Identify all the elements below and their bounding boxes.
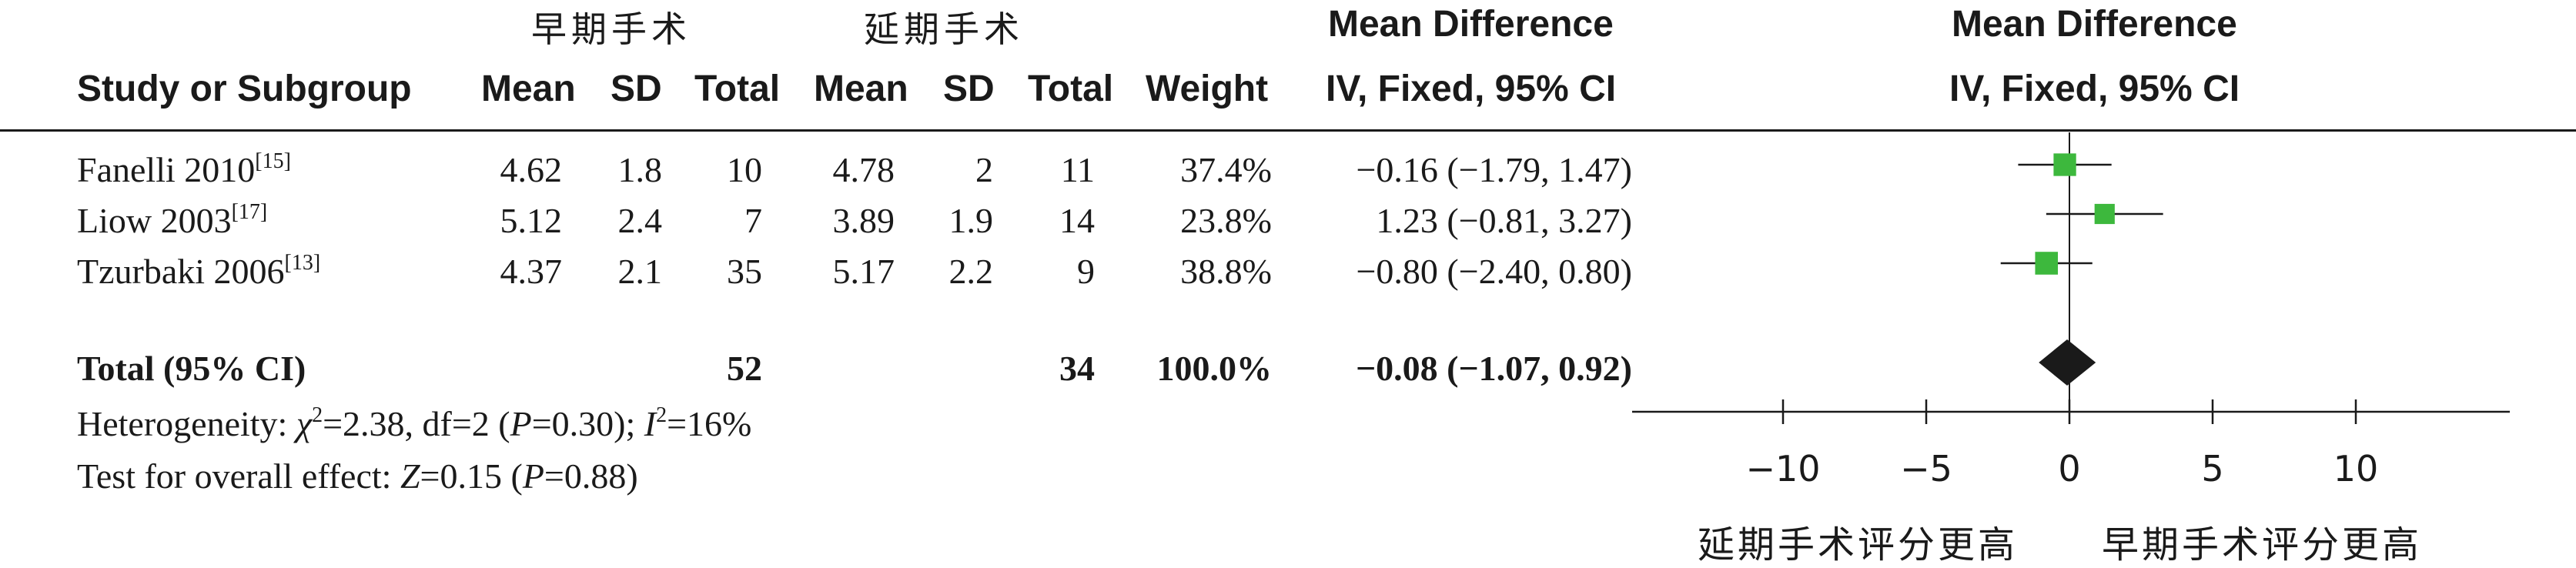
x-axis-tick-label: 0: [2058, 448, 2080, 489]
ci-cell: −0.80 (−2.40, 0.80): [1356, 252, 1632, 291]
favours-right-label: 早期手术评分更高: [2102, 523, 2423, 566]
col-plot-method-header: IV, Fixed, 95% CI: [1949, 68, 2240, 109]
study-name: Fanelli 2010[15]: [77, 149, 291, 189]
x-axis-tick-label: −10: [1745, 448, 1820, 489]
favours-left-label: 延期手术评分更高: [1698, 523, 2019, 566]
e-sd-cell: 1.8: [617, 150, 663, 189]
early-group-header: 早期手术: [531, 8, 691, 50]
delayed-group-header: 延期手术: [864, 8, 1024, 50]
d-total-cell: 9: [1077, 252, 1095, 291]
effect-box: [2035, 252, 2059, 275]
total-diamond: [2039, 339, 2096, 386]
total-weight: 100.0%: [1156, 349, 1273, 388]
header-rule: [0, 129, 2576, 132]
d-mean-cell: 4.78: [832, 150, 895, 189]
d-total-cell: 14: [1059, 201, 1095, 240]
e-total-cell: 35: [727, 252, 762, 291]
md-plot-title-header: Mean Difference: [1952, 4, 2237, 45]
study-name: Tzurbaki 2006[13]: [77, 251, 321, 291]
total-ci: −0.08 (−1.07, 0.92): [1355, 349, 1632, 388]
study-name: Liow 2003[17]: [77, 200, 268, 240]
total-e-total: 52: [727, 349, 762, 388]
d-mean-cell: 3.89: [832, 201, 895, 240]
col-md-method-header: IV, Fixed, 95% CI: [1326, 68, 1617, 109]
weight-cell: 37.4%: [1180, 150, 1272, 189]
d-sd-cell: 2: [975, 150, 993, 189]
weight-cell: 38.8%: [1180, 252, 1272, 291]
heterogeneity-line: Heterogeneity: χ2=2.38, df=2 (P=0.30); I…: [77, 403, 752, 443]
col-e-sd-header: SD: [611, 68, 662, 109]
col-e-total-header: Total: [694, 68, 781, 109]
d-sd-cell: 1.9: [948, 201, 994, 240]
e-total-cell: 10: [727, 150, 762, 189]
col-d-sd-header: SD: [943, 68, 995, 109]
col-d-total-header: Total: [1028, 68, 1114, 109]
ci-cell: 1.23 (−0.81, 3.27): [1376, 201, 1632, 240]
col-e-mean-header: Mean: [481, 68, 576, 109]
col-study-header: Study or Subgroup: [77, 68, 412, 109]
d-sd-cell: 2.2: [948, 252, 994, 291]
e-total-cell: 7: [744, 201, 762, 240]
effect-box: [2094, 203, 2115, 225]
effect-box: [2053, 153, 2076, 176]
col-d-mean-header: Mean: [814, 68, 908, 109]
weight-cell: 23.8%: [1180, 201, 1272, 240]
e-mean-cell: 5.12: [500, 201, 563, 240]
e-mean-cell: 4.37: [500, 252, 563, 291]
total-label: Total (95% CI): [77, 349, 306, 388]
md-title-header: Mean Difference: [1328, 4, 1614, 45]
x-axis-tick-label: 10: [2333, 448, 2379, 489]
total-d-total: 34: [1059, 349, 1095, 388]
overall-effect-line: Test for overall effect: Z=0.15 (P=0.88): [77, 456, 638, 496]
e-sd-cell: 2.4: [617, 201, 663, 240]
d-mean-cell: 5.17: [832, 252, 895, 291]
col-weight-header: Weight: [1146, 68, 1269, 109]
x-axis-tick-label: −5: [1900, 448, 1952, 489]
e-mean-cell: 4.62: [500, 150, 563, 189]
e-sd-cell: 2.1: [617, 252, 663, 291]
x-axis-tick-label: 5: [2201, 448, 2223, 489]
ci-cell: −0.16 (−1.79, 1.47): [1356, 150, 1632, 189]
d-total-cell: 11: [1060, 150, 1095, 189]
